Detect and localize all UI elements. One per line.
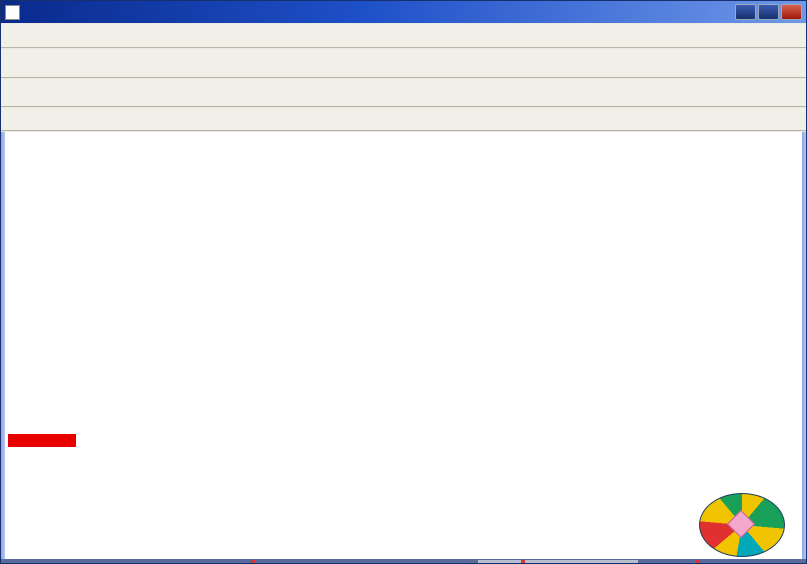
left-border [1, 132, 5, 563]
title-bar[interactable] [1, 1, 806, 23]
maximize-button[interactable] [758, 4, 779, 20]
right-border [802, 132, 806, 563]
scroll-tick [521, 560, 525, 563]
main-toolbar [1, 49, 806, 78]
scroll-tick [251, 560, 255, 563]
scrollbar-thumb[interactable] [478, 560, 638, 563]
app-icon [5, 4, 20, 20]
horizontal-scrollbar[interactable] [1, 559, 806, 563]
chart-canvas[interactable] [1, 132, 806, 559]
scroll-tick [696, 560, 700, 563]
stock-code-name [792, 147, 796, 163]
close-button[interactable] [781, 4, 802, 20]
volume-highlight-label [8, 434, 76, 447]
gann360-logo [695, 492, 789, 560]
tools-toolbar [1, 79, 806, 107]
date-axis [1, 133, 806, 147]
menu-bar [1, 24, 806, 48]
drawing-toolbar [1, 108, 806, 131]
minimize-button[interactable] [735, 4, 756, 20]
